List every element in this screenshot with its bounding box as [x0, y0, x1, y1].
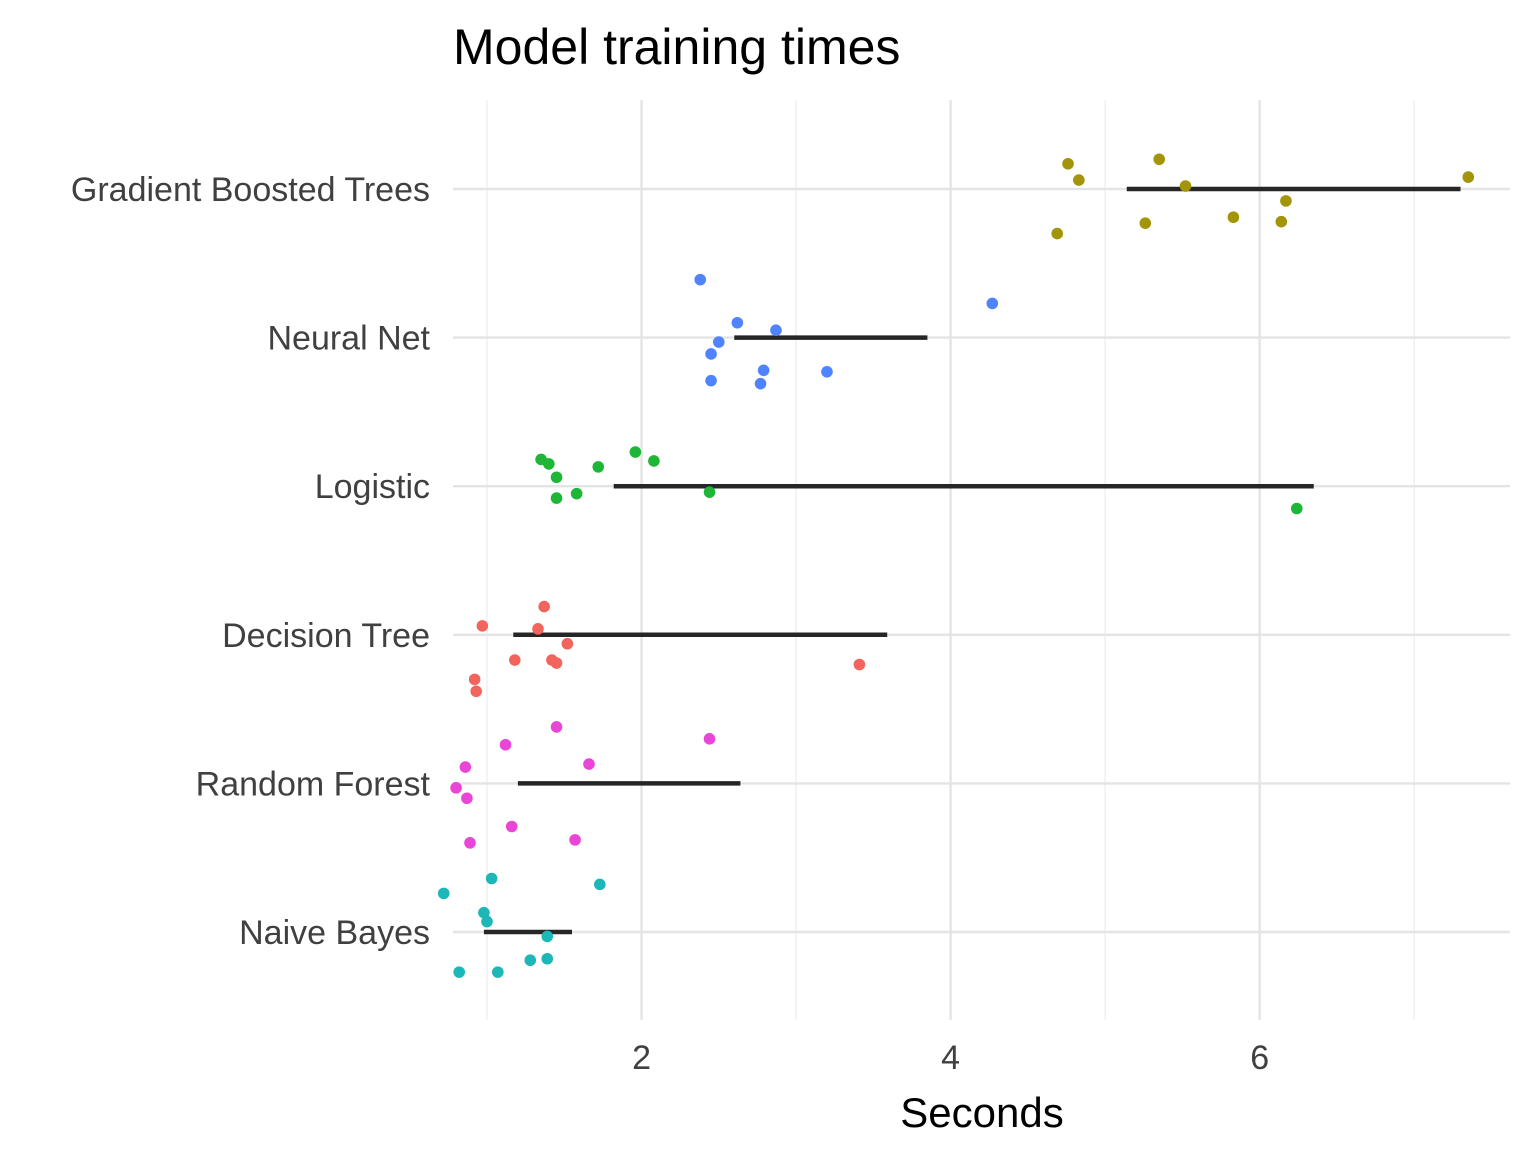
data-point-naive-bayes	[541, 930, 554, 943]
data-point-neural-net	[705, 348, 717, 360]
x-tick-label: 2	[632, 1039, 651, 1077]
y-tick-label-gradient-boosted-trees: Gradient Boosted Trees	[71, 171, 430, 209]
data-point-gradient-boosted-trees	[1179, 180, 1192, 192]
data-point-neural-net	[821, 365, 833, 378]
data-point-logistic	[550, 471, 563, 484]
data-point-gradient-boosted-trees	[1153, 153, 1166, 166]
y-tick-label-naive-bayes: Naive Bayes	[239, 914, 430, 952]
data-point-logistic	[629, 446, 642, 458]
data-point-decision-tree	[853, 658, 866, 671]
data-point-neural-net	[712, 336, 725, 348]
range-segments	[483, 186, 1461, 935]
data-point-random-forest	[464, 837, 476, 849]
x-tick-label: 4	[941, 1039, 960, 1077]
data-point-neural-net	[694, 273, 707, 286]
data-point-decision-tree	[468, 673, 481, 686]
data-point-random-forest	[499, 738, 512, 751]
data-point-logistic	[550, 492, 563, 504]
data-point-random-forest	[505, 820, 518, 833]
data-point-logistic	[703, 486, 716, 498]
data-point-naive-bayes	[481, 915, 493, 928]
data-point-logistic	[648, 455, 660, 467]
data-point-gradient-boosted-trees	[1062, 157, 1074, 170]
data-point-naive-bayes	[478, 906, 490, 919]
data-point-logistic	[592, 461, 605, 473]
data-point-decision-tree	[470, 685, 482, 698]
y-tick-label-logistic: Logistic	[315, 468, 430, 506]
data-point-decision-tree	[476, 620, 489, 632]
data-point-gradient-boosted-trees	[1051, 227, 1064, 240]
x-tick-label: 6	[1250, 1039, 1269, 1077]
data-point-random-forest	[450, 782, 462, 794]
y-tick-label-neural-net: Neural Net	[267, 320, 430, 358]
data-point-gradient-boosted-trees	[1227, 211, 1240, 224]
y-tick-label-random-forest: Random Forest	[196, 765, 431, 803]
data-point-decision-tree	[509, 654, 521, 666]
data-point-naive-bayes	[485, 872, 498, 885]
data-point-neural-net	[770, 324, 782, 336]
data-points	[437, 153, 1475, 978]
data-point-decision-tree	[561, 637, 574, 650]
data-point-decision-tree	[532, 623, 544, 635]
data-point-gradient-boosted-trees	[1462, 171, 1475, 183]
data-point-random-forest	[569, 834, 581, 846]
data-point-neural-net	[754, 377, 767, 390]
data-point-random-forest	[461, 792, 473, 805]
y-axis-tick-labels: Gradient Boosted Trees Neural Net Logistic…	[71, 171, 431, 952]
data-point-naive-bayes	[453, 966, 465, 978]
data-point-neural-net	[986, 297, 999, 310]
data-point-naive-bayes	[524, 954, 537, 967]
data-point-decision-tree	[538, 600, 550, 613]
data-point-gradient-boosted-trees	[1073, 174, 1085, 186]
data-point-naive-bayes	[437, 887, 450, 900]
data-point-naive-bayes	[541, 952, 554, 965]
data-point-random-forest	[703, 733, 716, 745]
x-axis-tick-labels: 2 4 6	[632, 1039, 1269, 1077]
data-point-random-forest	[550, 721, 563, 733]
data-point-neural-net	[731, 316, 744, 329]
data-point-neural-net	[705, 374, 717, 387]
data-point-random-forest	[459, 761, 472, 773]
y-tick-label-decision-tree: Decision Tree	[222, 617, 430, 655]
chart-title: Model training times	[453, 19, 900, 75]
data-point-neural-net	[757, 364, 770, 377]
data-point-gradient-boosted-trees	[1275, 215, 1288, 228]
data-point-logistic	[543, 458, 555, 470]
x-axis-label: Seconds	[900, 1089, 1063, 1136]
data-point-naive-bayes	[492, 966, 504, 978]
data-point-random-forest	[583, 758, 595, 770]
data-point-naive-bayes	[594, 878, 606, 891]
data-point-gradient-boosted-trees	[1139, 217, 1152, 229]
grid	[453, 100, 1510, 1020]
data-point-gradient-boosted-trees	[1280, 195, 1292, 207]
data-point-decision-tree	[550, 657, 563, 669]
data-point-logistic	[570, 487, 583, 500]
data-point-logistic	[1290, 502, 1303, 515]
